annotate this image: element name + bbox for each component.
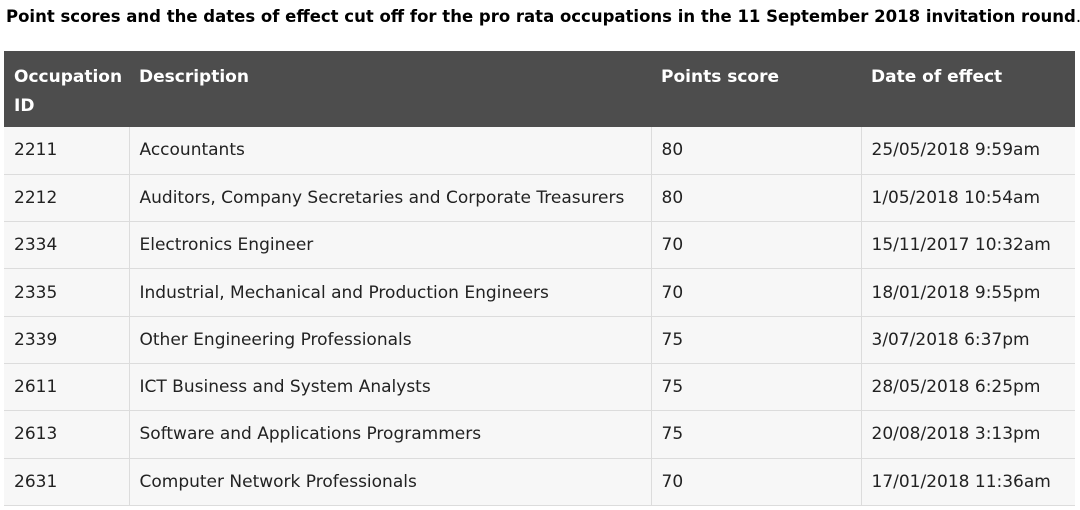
table-header-row: Occupation ID Description Points score D… (4, 51, 1075, 127)
cell-occupation-id: 2212 (4, 174, 130, 223)
cell-date-of-effect: 15/11/2017 10:32am (861, 221, 1075, 270)
cell-date-of-effect: 20/08/2018 3:13pm (861, 410, 1075, 459)
table-caption-period: . (1076, 7, 1080, 26)
cell-occupation-id: 2334 (4, 221, 130, 270)
table-caption-text: Point scores and the dates of effect cut… (6, 7, 1076, 26)
cell-points-score: 70 (651, 268, 862, 317)
cell-points-score: 75 (651, 410, 862, 459)
cell-description: Industrial, Mechanical and Production En… (129, 268, 652, 317)
table-row: 2211 Accountants 80 25/05/2018 9:59am (4, 127, 1075, 175)
table-row: 2611 ICT Business and System Analysts 75… (4, 363, 1075, 412)
cell-occupation-id: 2631 (4, 458, 130, 506)
table-row: 2334 Electronics Engineer 70 15/11/2017 … (4, 221, 1075, 270)
table-caption: Point scores and the dates of effect cut… (6, 6, 1080, 28)
cell-occupation-id: 2335 (4, 268, 130, 317)
header-points-score: Points score (661, 67, 780, 87)
table-row: 2335 Industrial, Mechanical and Producti… (4, 268, 1075, 317)
cell-points-score: 80 (651, 127, 862, 175)
cell-date-of-effect: 18/01/2018 9:55pm (861, 268, 1075, 317)
cell-description: Electronics Engineer (129, 221, 652, 270)
cell-date-of-effect: 17/01/2018 11:36am (861, 458, 1075, 506)
cell-description: Auditors, Company Secretaries and Corpor… (129, 174, 652, 223)
cell-points-score: 70 (651, 458, 862, 506)
header-date-of-effect: Date of effect (871, 67, 1003, 87)
cell-description: Software and Applications Programmers (129, 410, 652, 459)
header-description: Description (139, 67, 249, 87)
table-row: 2613 Software and Applications Programme… (4, 410, 1075, 459)
cell-date-of-effect: 25/05/2018 9:59am (861, 127, 1075, 175)
table-row: 2212 Auditors, Company Secretaries and C… (4, 174, 1075, 223)
cell-date-of-effect: 28/05/2018 6:25pm (861, 363, 1075, 412)
cell-occupation-id: 2211 (4, 127, 130, 175)
cell-points-score: 70 (651, 221, 862, 270)
table-row: 2339 Other Engineering Professionals 75 … (4, 316, 1075, 364)
cell-description: ICT Business and System Analysts (129, 363, 652, 412)
cell-date-of-effect: 1/05/2018 10:54am (861, 174, 1075, 223)
table-row: 2631 Computer Network Professionals 70 1… (4, 458, 1075, 506)
cell-points-score: 80 (651, 174, 862, 223)
cell-description: Computer Network Professionals (129, 458, 652, 506)
cell-date-of-effect: 3/07/2018 6:37pm (861, 316, 1075, 364)
cell-points-score: 75 (651, 363, 862, 412)
cell-occupation-id: 2611 (4, 363, 130, 412)
occupations-table: Occupation ID Description Points score D… (4, 51, 1075, 506)
cell-points-score: 75 (651, 316, 862, 364)
cell-description: Other Engineering Professionals (129, 316, 652, 364)
cell-occupation-id: 2613 (4, 410, 130, 459)
header-occupation-id: Occupation ID (14, 67, 123, 116)
cell-description: Accountants (129, 127, 652, 175)
cell-occupation-id: 2339 (4, 316, 130, 364)
